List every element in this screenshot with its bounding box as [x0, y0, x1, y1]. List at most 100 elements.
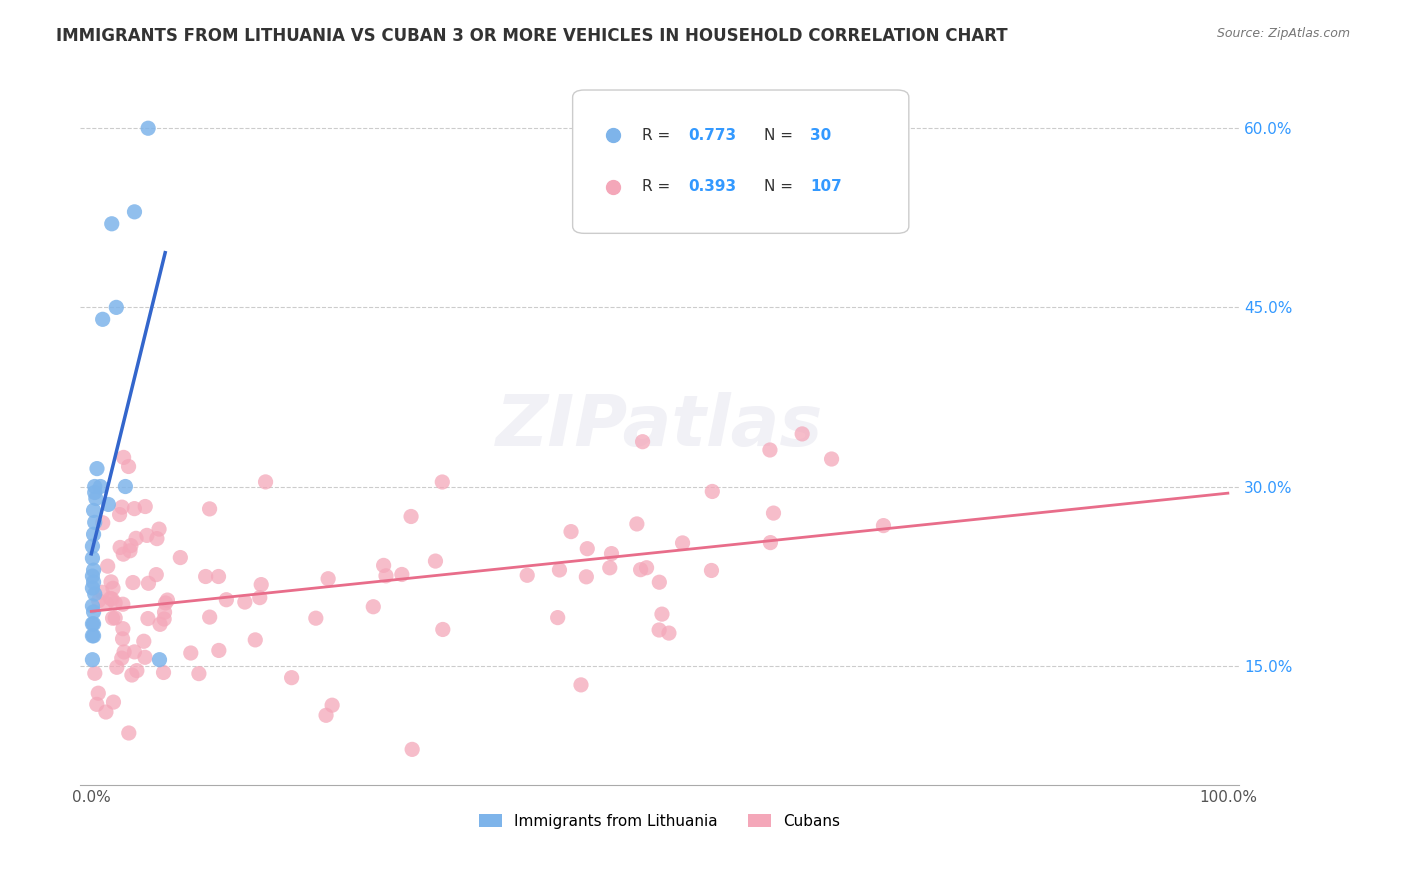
Text: 0.393: 0.393: [689, 179, 737, 194]
Cubans: [516, 568, 538, 582]
Cubans: [149, 617, 172, 632]
Cubans: [108, 541, 131, 555]
Cubans: [215, 592, 238, 607]
Cubans: [759, 442, 782, 457]
Cubans: [250, 577, 273, 591]
Cubans: [108, 508, 131, 522]
Immigrants from Lithuania: [83, 516, 105, 530]
Cubans: [648, 575, 671, 590]
Cubans: [671, 536, 693, 550]
Cubans: [700, 564, 723, 578]
Cubans: [626, 516, 648, 531]
Immigrants from Lithuania: [83, 587, 105, 601]
Cubans: [560, 524, 582, 539]
Cubans: [103, 695, 125, 709]
Cubans: [86, 698, 108, 712]
Cubans: [702, 484, 724, 499]
Legend: Immigrants from Lithuania, Cubans: Immigrants from Lithuania, Cubans: [472, 807, 846, 835]
Immigrants from Lithuania: [82, 629, 104, 643]
Cubans: [91, 585, 114, 599]
Cubans: [94, 596, 117, 610]
Immigrants from Lithuania: [83, 527, 105, 541]
Cubans: [316, 572, 339, 586]
Immigrants from Lithuania: [84, 491, 107, 506]
Cubans: [361, 599, 384, 614]
Cubans: [135, 528, 157, 542]
Immigrants from Lithuania: [82, 653, 104, 667]
Cubans: [124, 501, 146, 516]
Cubans: [120, 539, 142, 553]
Immigrants from Lithuania: [83, 503, 105, 517]
Cubans: [401, 742, 423, 756]
Text: ZIPatlas: ZIPatlas: [496, 392, 824, 461]
Immigrants from Lithuania: [83, 479, 105, 493]
Cubans: [117, 459, 139, 474]
Cubans: [432, 623, 454, 637]
Text: 30: 30: [810, 128, 831, 143]
Immigrants from Lithuania: [83, 485, 105, 500]
Cubans: [101, 591, 124, 606]
Text: 0.773: 0.773: [689, 128, 737, 143]
Cubans: [105, 660, 128, 674]
Cubans: [104, 611, 127, 625]
Cubans: [321, 698, 343, 713]
Cubans: [792, 426, 814, 441]
Immigrants from Lithuania: [82, 599, 104, 613]
Cubans: [198, 610, 221, 624]
Cubans: [87, 686, 110, 700]
Immigrants from Lithuania: [82, 539, 104, 553]
Cubans: [399, 509, 422, 524]
Immigrants from Lithuania: [105, 301, 128, 315]
Cubans: [111, 500, 134, 515]
Cubans: [600, 547, 623, 561]
Immigrants from Lithuania: [83, 563, 105, 577]
Immigrants from Lithuania: [83, 605, 105, 619]
Cubans: [194, 569, 217, 583]
Text: R =: R =: [643, 179, 675, 194]
Cubans: [156, 593, 179, 607]
Cubans: [104, 596, 127, 610]
Immigrants from Lithuania: [148, 653, 170, 667]
Cubans: [180, 646, 202, 660]
Cubans: [375, 569, 398, 583]
Cubans: [155, 596, 177, 610]
Immigrants from Lithuania: [97, 498, 120, 512]
Immigrants from Lithuania: [82, 581, 104, 595]
Cubans: [872, 518, 894, 533]
Cubans: [599, 561, 621, 575]
Cubans: [148, 522, 170, 536]
Cubans: [111, 651, 134, 665]
Cubans: [87, 593, 110, 607]
Cubans: [636, 560, 658, 574]
Cubans: [254, 475, 277, 489]
Cubans: [112, 645, 135, 659]
Cubans: [207, 569, 229, 583]
Cubans: [425, 554, 447, 568]
Cubans: [132, 634, 155, 648]
Cubans: [91, 516, 114, 530]
Cubans: [101, 582, 124, 596]
Cubans: [432, 475, 454, 489]
Cubans: [83, 666, 105, 681]
Cubans: [112, 547, 135, 561]
Cubans: [569, 678, 592, 692]
Cubans: [121, 668, 143, 682]
Cubans: [134, 500, 156, 514]
Cubans: [548, 563, 571, 577]
Text: N =: N =: [763, 179, 797, 194]
Cubans: [233, 595, 256, 609]
Immigrants from Lithuania: [83, 575, 105, 590]
Immigrants from Lithuania: [89, 479, 111, 493]
Cubans: [187, 666, 209, 681]
Cubans: [575, 570, 598, 584]
Cubans: [100, 574, 122, 589]
Immigrants from Lithuania: [82, 616, 104, 631]
Cubans: [198, 502, 221, 516]
Immigrants from Lithuania: [83, 616, 105, 631]
Cubans: [391, 567, 413, 582]
Cubans: [373, 558, 395, 573]
Cubans: [111, 597, 134, 611]
Cubans: [576, 541, 599, 556]
Cubans: [111, 622, 134, 636]
Immigrants from Lithuania: [100, 217, 122, 231]
